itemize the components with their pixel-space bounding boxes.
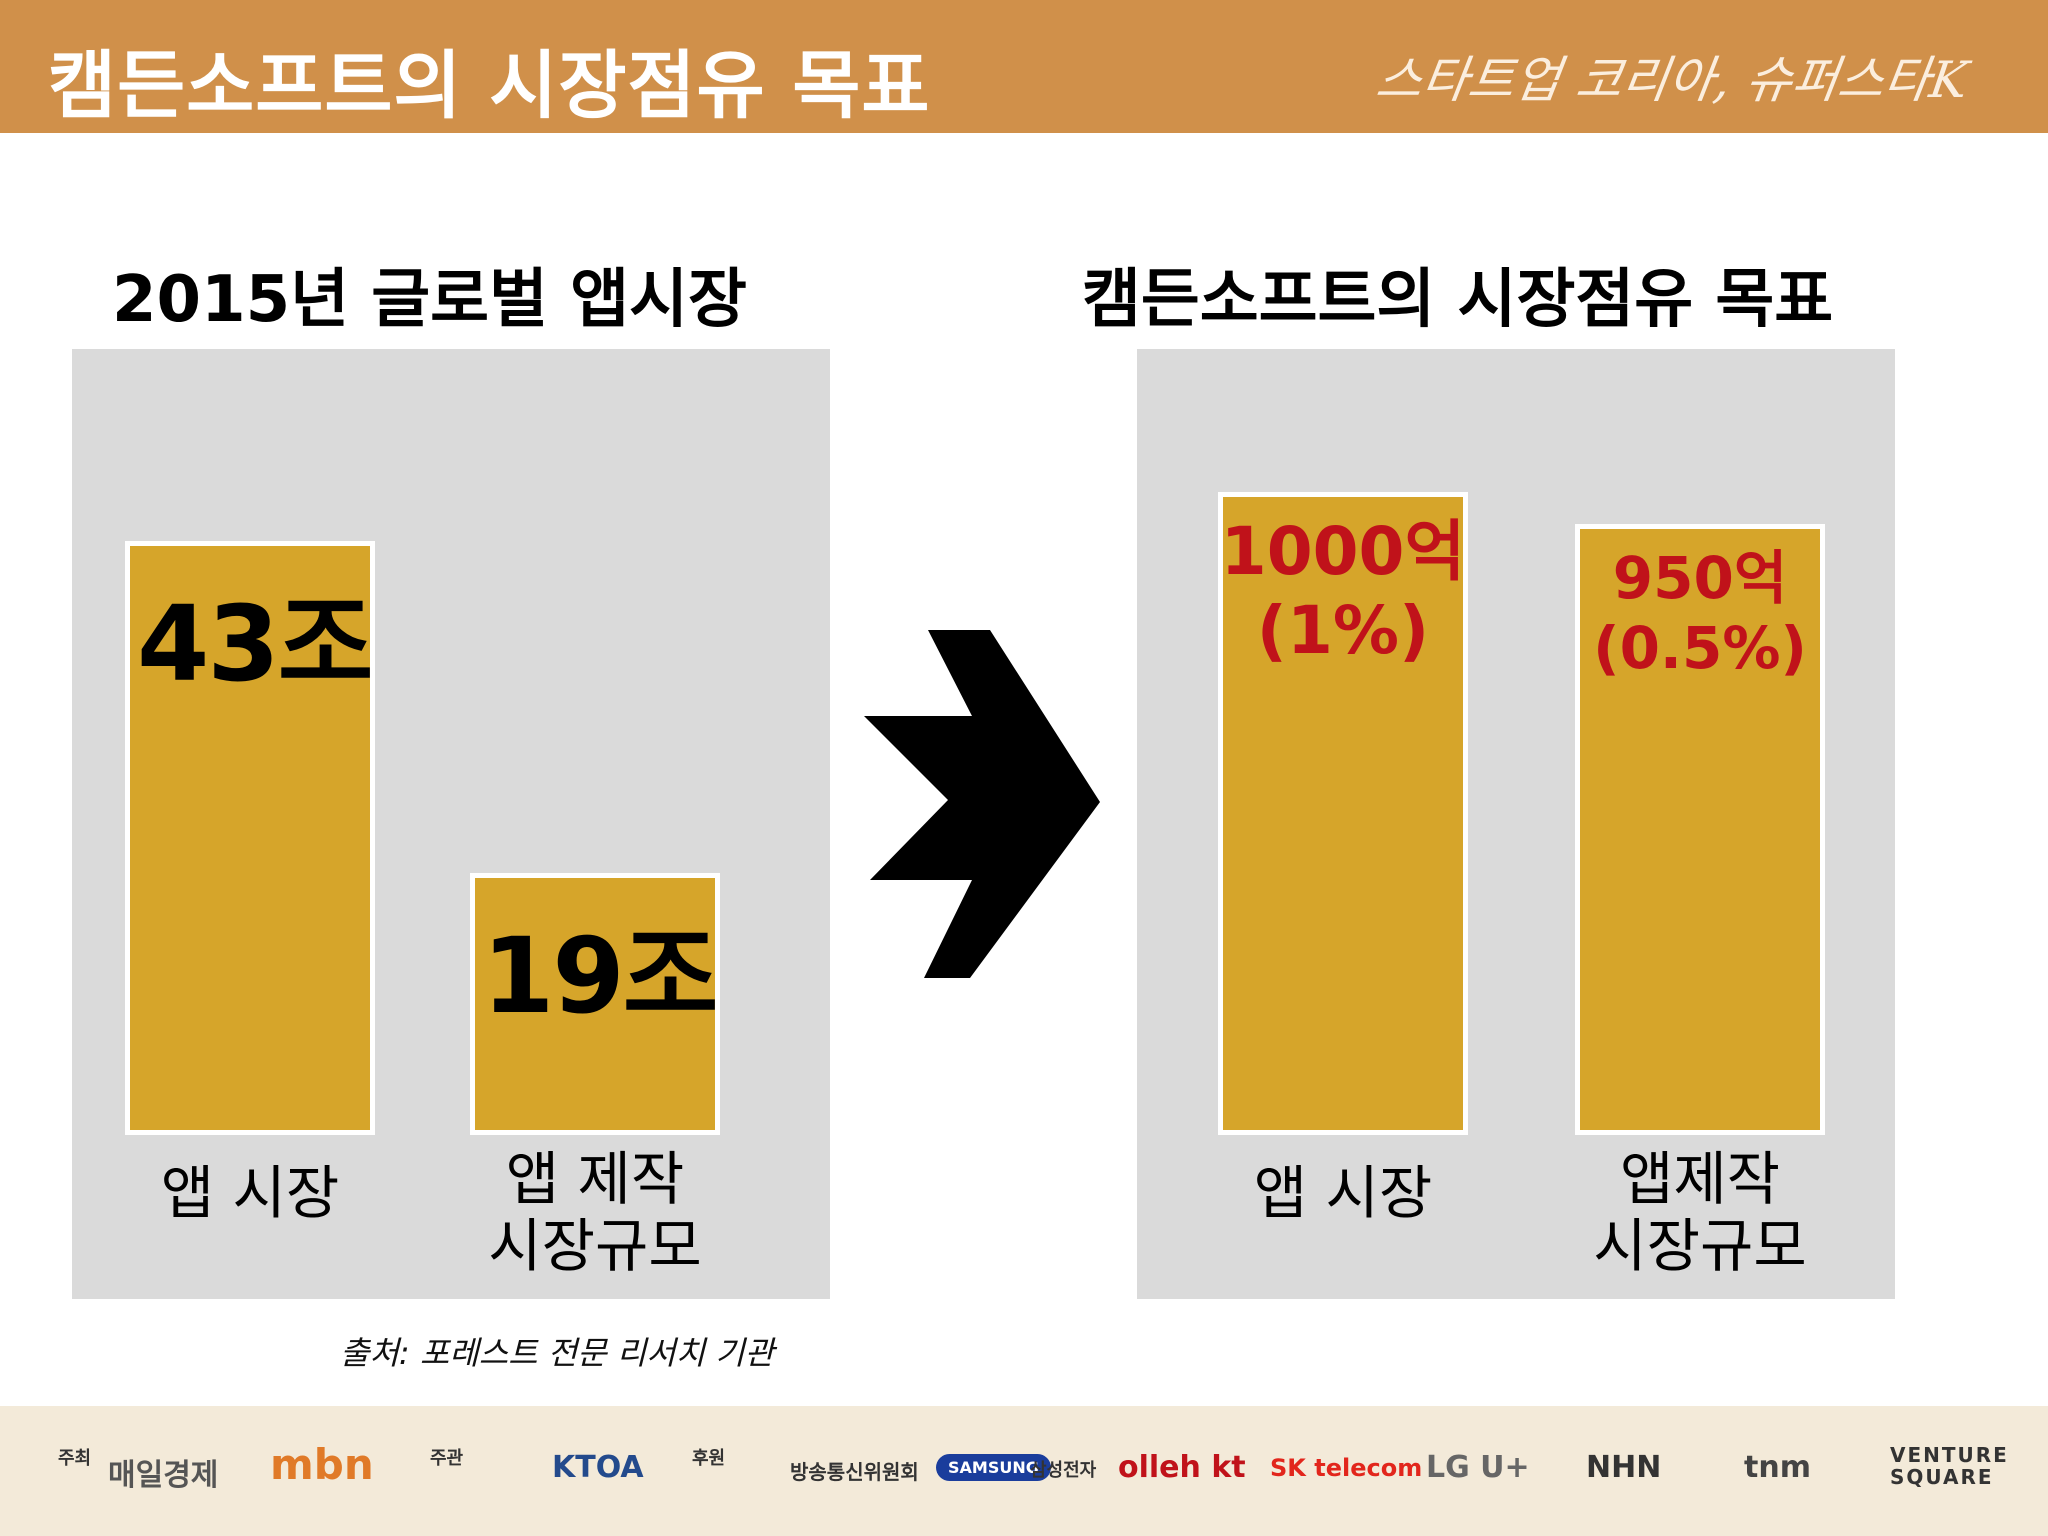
bar-right-0	[1218, 492, 1468, 1135]
bar-right-value-label-1: 950억 (0.5%)	[1575, 544, 1825, 683]
bar-left-value-label-1: 19조	[482, 914, 718, 1037]
bar-right-1	[1575, 524, 1825, 1135]
sponsor-lg-uplus: LG U+	[1426, 1450, 1530, 1485]
bar-right-category-label-1: 앱제작 시장규모	[1593, 1145, 1807, 1280]
sponsor-mbn: mbn	[270, 1440, 374, 1489]
right-arrow-icon	[864, 630, 1100, 978]
bar-left-value-label-0: 43조	[137, 583, 373, 705]
bar-right-share-label-0: (1%)	[1256, 592, 1430, 670]
header-bar: 캠든소프트의 시장점유 목표 스타트업 코리아, 슈퍼스타K	[0, 0, 2048, 133]
header-title: 캠든소프트의 시장점유 목표	[48, 43, 931, 129]
right-chart-title: 캠든소프트의 시장점유 목표	[1082, 263, 1834, 337]
bar-right-value-label-0: 1000억 (1%)	[1218, 512, 1468, 670]
bar-left-category-label-0: 앱 시장	[160, 1159, 340, 1227]
bar-left-0	[125, 541, 375, 1135]
header-slogan: 스타트업 코리아, 슈퍼스타K	[1372, 51, 1972, 109]
sponsor-tnm: tnm	[1744, 1450, 1811, 1485]
bar-left-category-label-1: 앱 제작 시장규모	[488, 1145, 702, 1280]
sponsor-sk-telecom: SK telecom	[1270, 1454, 1423, 1482]
sponsor-maeil: 매일경제	[108, 1458, 219, 1493]
role-organizer: 주관	[430, 1448, 464, 1469]
sponsor-nhn: NHN	[1586, 1450, 1662, 1485]
bar-left-1	[470, 872, 720, 1135]
bar-right-amount-label-0: 1000억	[1220, 513, 1466, 590]
bar-right-share-label-1: (0.5%)	[1593, 613, 1807, 682]
sponsor-ktoa: KTOA	[552, 1450, 644, 1485]
role-host: 주최	[58, 1448, 92, 1469]
sponsor-kcc: 방송통신위원회	[790, 1460, 919, 1484]
sponsor-footer: 주최 매일경제 mbn 주관 KTOA 후원 방송통신위원회 SAMSUNG 삼…	[0, 1406, 2048, 1536]
source-note: 출처: 포레스트 전문 리서치 기관	[340, 1334, 775, 1372]
role-sponsor: 후원	[692, 1448, 726, 1469]
bar-right-amount-label-1: 950억	[1612, 544, 1788, 613]
left-chart-title: 2015년 글로벌 앱시장	[112, 263, 747, 337]
sponsor-samsung-logo: SAMSUNG	[936, 1454, 1051, 1481]
sponsor-samsung: 삼성전자	[1030, 1460, 1097, 1481]
bar-right-category-label-0: 앱 시장	[1253, 1159, 1433, 1227]
sponsor-olleh-kt: olleh kt	[1118, 1450, 1246, 1485]
sponsor-venture-square: VENTURE SQUARE	[1890, 1443, 2009, 1489]
